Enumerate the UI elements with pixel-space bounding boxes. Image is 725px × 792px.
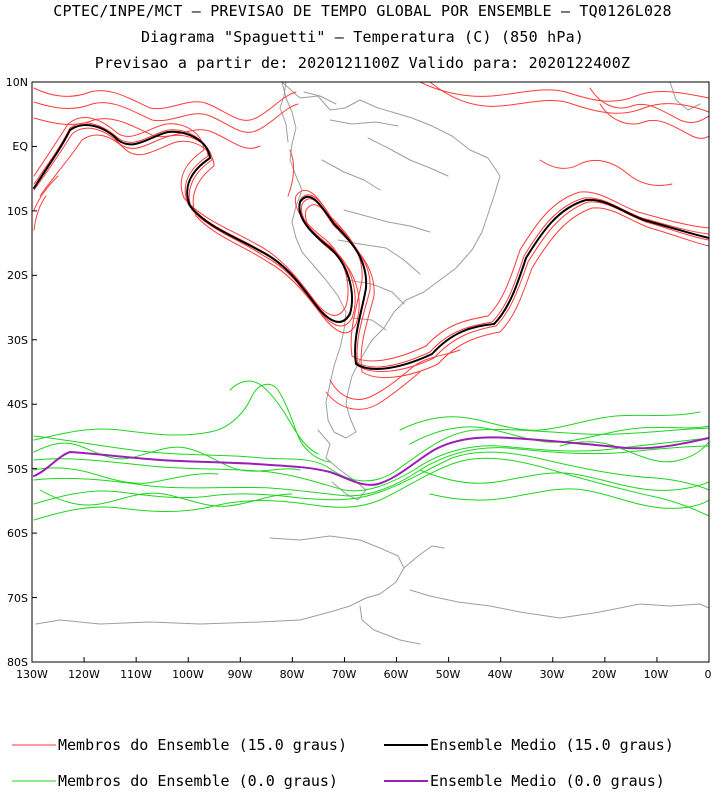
mean-15c (33, 124, 709, 370)
lon-label-70w: 70W (332, 668, 357, 681)
lat-label-60s: 60S (7, 527, 28, 540)
lon-label-60w: 60W (384, 668, 409, 681)
lon-label-120w: 120W (68, 668, 100, 681)
lon-label-0: 0 (705, 668, 712, 681)
legend-label-mean-0c: Ensemble Medio (0.0 graus) (430, 772, 665, 790)
lat-label-10s: 10S (7, 205, 28, 218)
axis-ticks (31, 81, 710, 663)
legend: Membros do Ensemble (15.0 graus) Ensembl… (12, 736, 674, 790)
lat-label-10n: 10N (6, 76, 28, 89)
legend-label-members-15c: Membros do Ensemble (15.0 graus) (58, 736, 347, 754)
legend-label-mean-15c: Ensemble Medio (15.0 graus) (430, 736, 674, 754)
lon-label-110w: 110W (120, 668, 152, 681)
plot-area (32, 82, 709, 662)
lon-label-130w: 130W (16, 668, 48, 681)
lon-label-40w: 40W (488, 668, 513, 681)
chart-title-line-3: Previsao a partir de: 2020121100Z Valido… (94, 54, 631, 72)
lon-label-20w: 20W (592, 668, 617, 681)
lon-label-90w: 90W (228, 668, 253, 681)
lon-label-30w: 30W (540, 668, 565, 681)
mean-0c (33, 436, 709, 486)
lon-label-80w: 80W (280, 668, 305, 681)
chart-title-line-1: CPTEC/INPE/MCT – PREVISAO DE TEMPO GLOBA… (53, 2, 672, 20)
legend-label-members-0c: Membros do Ensemble (0.0 graus) (58, 772, 338, 790)
members-0c (33, 380, 709, 521)
lat-label-80s: 80S (7, 656, 28, 669)
lat-label-40s: 40S (7, 398, 28, 411)
lat-label-50s: 50S (7, 463, 28, 476)
lon-label-10w: 10W (644, 668, 669, 681)
lat-label-20s: 20S (7, 269, 28, 282)
chart-title-line-2: Diagrama "Spaguetti" – Temperatura (C) (… (140, 28, 585, 46)
lat-label-eq: EQ (12, 140, 28, 153)
lat-label-30s: 30S (7, 334, 28, 347)
plot-frame (31, 81, 710, 663)
lon-label-50w: 50W (436, 668, 461, 681)
lon-axis: 130W 120W 110W 100W 90W 80W 70W 60W 50W … (16, 668, 711, 681)
lat-label-70s: 70S (7, 592, 28, 605)
lon-label-100w: 100W (172, 668, 204, 681)
lat-axis: 10N EQ 10S 20S 30S 40S 50S 60S 70S 80S (6, 76, 29, 669)
